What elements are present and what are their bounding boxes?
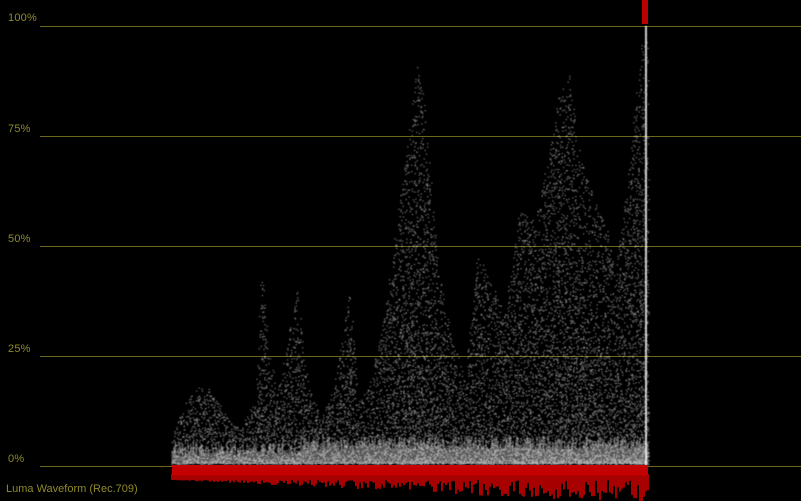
trace-dots bbox=[171, 33, 650, 466]
luma-trace bbox=[171, 26, 650, 466]
clip-band-tail bbox=[171, 474, 649, 501]
black-clip-band bbox=[171, 0, 649, 501]
graticule bbox=[40, 26, 801, 467]
level-label-25: 25% bbox=[8, 343, 31, 355]
clip-top-marker bbox=[642, 0, 648, 24]
clip-band-main bbox=[172, 465, 648, 475]
level-label-50: 50% bbox=[8, 233, 31, 245]
trace-floor bbox=[171, 436, 649, 464]
level-label-0: 0% bbox=[8, 453, 25, 465]
scope-title: Luma Waveform (Rec.709) bbox=[6, 483, 138, 495]
level-label-100: 100% bbox=[8, 12, 37, 24]
level-label-75: 75% bbox=[8, 123, 31, 135]
